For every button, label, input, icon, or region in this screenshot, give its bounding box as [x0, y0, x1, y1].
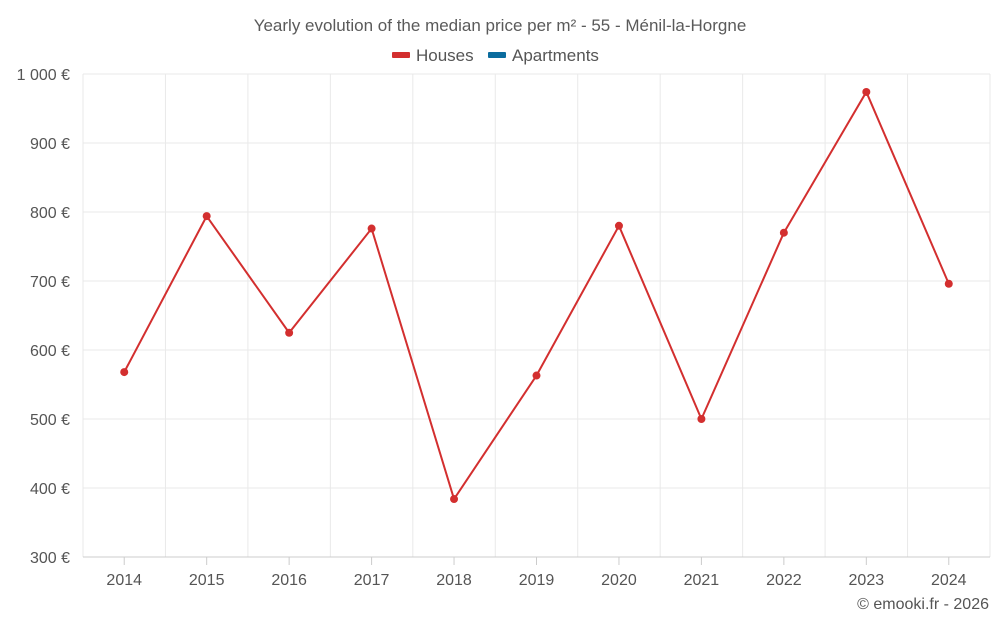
x-tick-label: 2022	[766, 572, 802, 589]
x-tick-label: 2024	[931, 572, 967, 589]
data-point[interactable]	[202, 212, 211, 221]
y-tick-label: 300 €	[30, 550, 70, 567]
x-tick-label: 2023	[849, 572, 885, 589]
y-tick-label: 700 €	[30, 274, 70, 291]
y-tick-label: 900 €	[30, 136, 70, 153]
y-tick-label: 400 €	[30, 481, 70, 498]
data-point[interactable]	[862, 87, 871, 96]
legend-item-apartments[interactable]: Apartments	[488, 46, 599, 65]
x-tick-label: 2015	[189, 572, 225, 589]
legend-swatch-apartments	[488, 52, 506, 58]
x-tick-label: 2019	[519, 572, 555, 589]
legend-label-houses: Houses	[416, 46, 474, 65]
x-tick-label: 2016	[271, 572, 307, 589]
y-tick-label: 600 €	[30, 343, 70, 360]
chart-title: Yearly evolution of the median price per…	[254, 16, 747, 35]
y-axis: 300 € 400 € 500 € 600 € 700 € 800 € 900 € 1 000…	[17, 67, 70, 567]
credit: © emooki.fr - 2026	[857, 596, 989, 613]
x-tick-label: 2014	[106, 572, 142, 589]
data-point[interactable]	[614, 221, 623, 230]
y-tick-label: 800 €	[30, 205, 70, 222]
data-point[interactable]	[944, 279, 953, 288]
x-tick-label: 2017	[354, 572, 390, 589]
data-point[interactable]	[120, 368, 129, 377]
x-tick-label: 2021	[684, 572, 720, 589]
series-houses	[120, 87, 953, 504]
data-point[interactable]	[779, 228, 788, 237]
data-point[interactable]	[367, 224, 376, 233]
x-tick-label: 2018	[436, 572, 472, 589]
data-point[interactable]	[285, 328, 294, 337]
legend-item-houses[interactable]: Houses	[392, 46, 474, 65]
y-tick-label: 1 000 €	[17, 67, 70, 84]
gridlines	[82, 73, 991, 557]
legend-label-apartments: Apartments	[512, 46, 599, 65]
data-point[interactable]	[697, 415, 706, 423]
data-point[interactable]	[450, 495, 459, 504]
x-tick-label: 2020	[601, 572, 637, 589]
x-axis: 2014 2015 2016 2017 2018 2019 2020 2021 2022 2023…	[83, 556, 990, 589]
y-tick-label: 500 €	[30, 412, 70, 429]
data-point[interactable]	[532, 371, 541, 380]
legend: Houses Apartments	[392, 46, 599, 65]
legend-swatch-houses	[392, 52, 410, 58]
